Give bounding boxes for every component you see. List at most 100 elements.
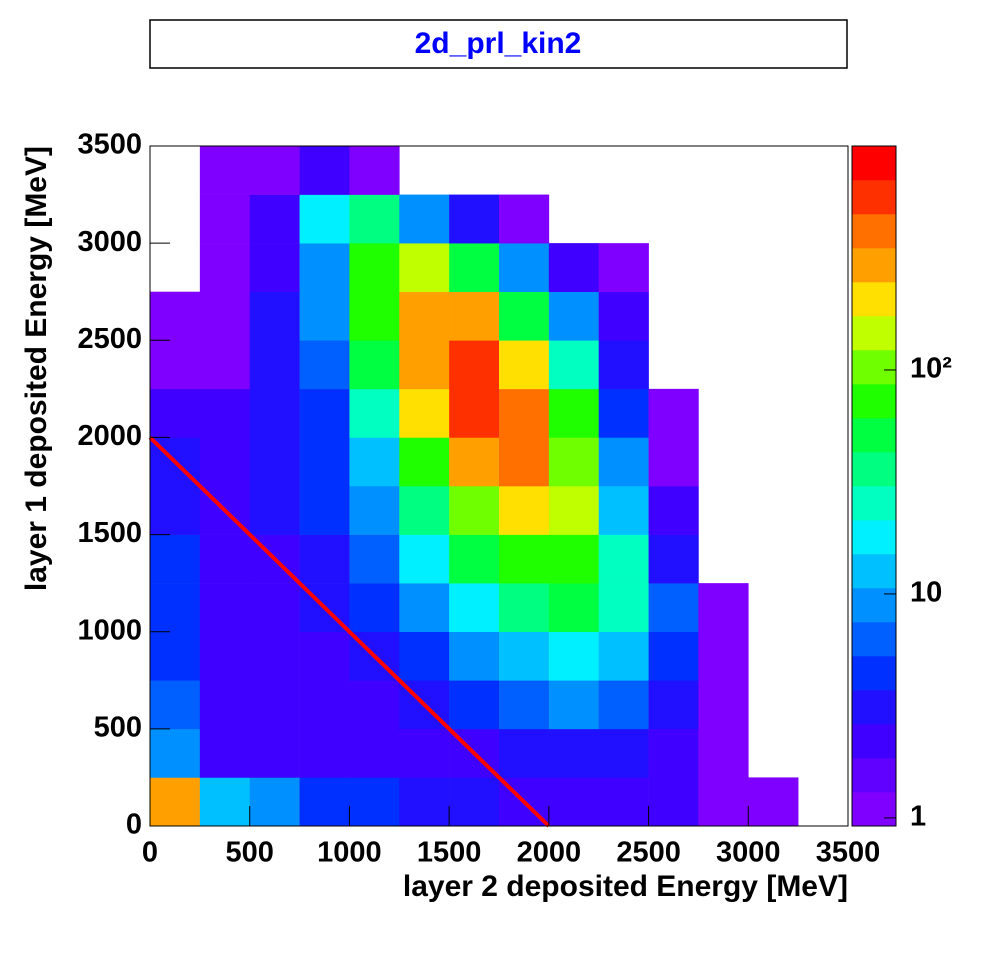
heat-cell	[199, 583, 251, 633]
heat-cell	[499, 340, 550, 390]
heat-cell	[199, 534, 251, 584]
heat-cell	[449, 583, 500, 633]
heat-cell	[249, 777, 300, 827]
heat-cell	[598, 340, 649, 390]
x-tick-label: 3500	[816, 837, 881, 869]
heat-cell	[548, 388, 600, 438]
heat-cell	[399, 194, 450, 244]
color-band	[852, 758, 896, 793]
chart-title: 2d_prl_kin2	[415, 27, 582, 60]
heat-cell	[548, 243, 600, 293]
heat-cell	[299, 728, 350, 778]
heat-cell	[449, 388, 500, 438]
heat-cell	[150, 388, 201, 438]
heat-cell	[598, 437, 649, 487]
color-band	[852, 724, 896, 759]
heat-cell	[199, 388, 251, 438]
heat-cell	[499, 583, 550, 633]
heat-cell	[399, 631, 450, 681]
heat-cell	[399, 486, 450, 535]
heat-cell	[598, 777, 649, 827]
color-band	[852, 554, 896, 589]
heat-cell	[299, 534, 350, 584]
heat-cell	[399, 291, 450, 341]
color-band	[852, 384, 896, 419]
color-band	[852, 452, 896, 487]
heat-cell	[249, 194, 300, 244]
heat-cell	[349, 680, 400, 730]
color-band	[852, 146, 896, 181]
heat-cell	[399, 777, 450, 827]
heat-cell	[249, 486, 300, 535]
heat-cell	[199, 777, 251, 827]
heat-cell	[548, 728, 600, 778]
heat-cell	[199, 340, 251, 390]
color-band	[852, 214, 896, 249]
color-band	[852, 418, 896, 453]
z-tick-label: 10	[910, 577, 942, 609]
heat-cell	[499, 437, 550, 487]
heat-cell	[449, 777, 500, 827]
heat-cell	[449, 486, 500, 535]
heat-cell	[648, 534, 699, 584]
heat-cell	[648, 728, 699, 778]
heat-cell	[249, 388, 300, 438]
heat-cell	[399, 340, 450, 390]
heat-cell	[648, 583, 699, 633]
heat-cell	[399, 243, 450, 293]
heat-cell	[299, 340, 350, 390]
heat-cell	[499, 486, 550, 535]
color-band	[852, 486, 896, 521]
heat-cell	[399, 437, 450, 487]
heat-cell	[349, 728, 400, 778]
y-tick-label: 2500	[77, 323, 142, 355]
z-tick-label: 1	[910, 801, 926, 833]
heat-cell	[199, 243, 251, 293]
x-tick-label: 1500	[417, 837, 482, 869]
heat-cell	[150, 777, 201, 827]
color-band	[852, 316, 896, 351]
color-band	[852, 690, 896, 725]
heat-cell	[648, 388, 699, 438]
heat-cell	[150, 631, 201, 681]
heat-cell	[199, 194, 251, 244]
heat-cell	[299, 388, 350, 438]
heat-cell	[349, 486, 400, 535]
heat-cell	[499, 194, 550, 244]
heat-cell	[199, 291, 251, 341]
heat-cell	[299, 680, 350, 730]
color-bar-border	[851, 145, 897, 827]
heat-cell	[598, 680, 649, 730]
heat-cell	[249, 437, 300, 487]
heat-cell	[150, 291, 201, 341]
heat-cell	[399, 728, 450, 778]
heat-cell	[349, 388, 400, 438]
color-band	[852, 180, 896, 215]
color-band	[852, 248, 896, 283]
heat-cell	[249, 340, 300, 390]
heat-cell	[349, 437, 400, 487]
color-band	[852, 792, 896, 827]
heat-cell	[150, 680, 201, 730]
heat-cell	[548, 486, 600, 535]
heat-cell	[648, 486, 699, 535]
heat-cell	[598, 583, 649, 633]
x-tick-label: 500	[226, 837, 274, 869]
x-axis-title: layer 2 deposited Energy [MeV]	[403, 870, 848, 903]
y-tick-label: 1000	[77, 614, 142, 646]
heat-cell	[598, 291, 649, 341]
heat-cell	[199, 631, 251, 681]
heat-cell	[150, 340, 201, 390]
x-tick-label: 1000	[317, 837, 382, 869]
heat-cell	[199, 146, 251, 195]
heat-cell	[499, 388, 550, 438]
color-band	[852, 282, 896, 317]
heat-cell	[199, 728, 251, 778]
heat-cell	[150, 583, 201, 633]
heat-cell	[499, 680, 550, 730]
heat-cell	[349, 146, 400, 195]
heat-cell	[499, 728, 550, 778]
heat-cell	[598, 534, 649, 584]
heat-cell	[548, 534, 600, 584]
heat-cell	[399, 388, 450, 438]
